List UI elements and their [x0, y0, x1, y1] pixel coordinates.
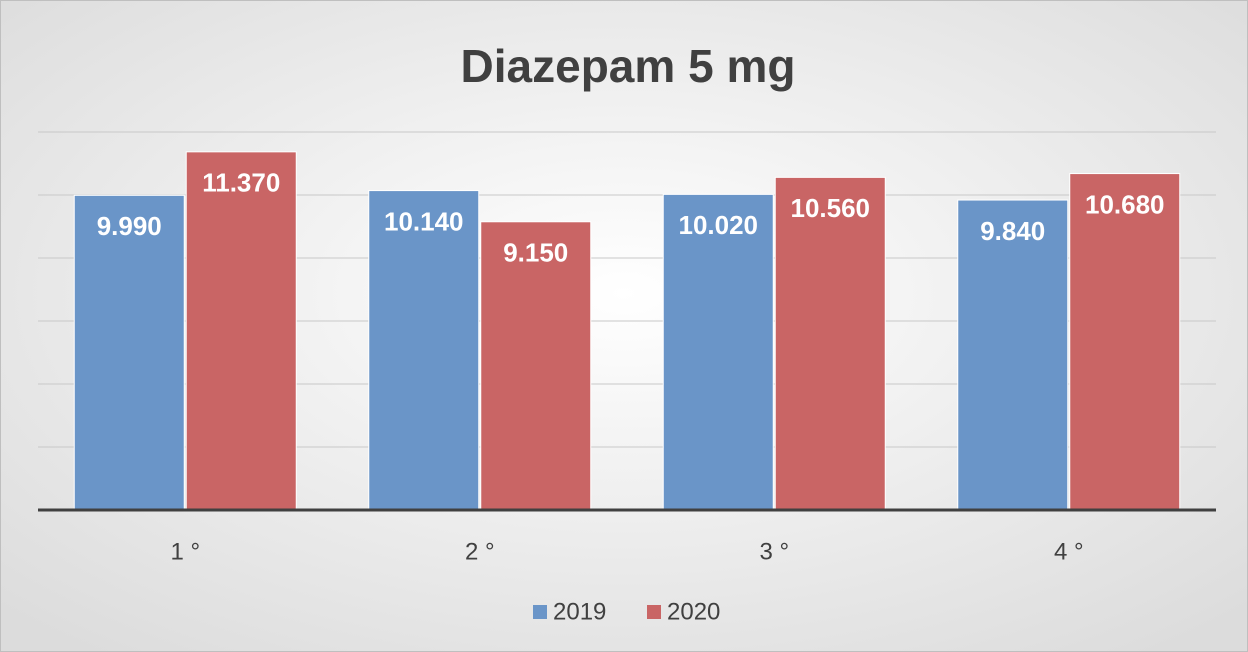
data-label: 9.840 — [980, 216, 1045, 246]
bar — [480, 221, 592, 511]
bar — [662, 193, 774, 511]
bar — [368, 190, 480, 511]
legend-label: 2019 — [553, 598, 606, 625]
data-label: 11.370 — [202, 168, 280, 198]
bar — [1069, 173, 1181, 511]
data-label: 10.020 — [678, 210, 758, 240]
data-label: 9.990 — [97, 211, 162, 241]
legend-swatch — [647, 605, 661, 619]
bar — [957, 199, 1069, 511]
legend-swatch — [533, 605, 547, 619]
x-tick-label: 2 ° — [465, 538, 495, 565]
x-tick-label: 3 ° — [759, 538, 789, 565]
data-label: 10.140 — [384, 206, 464, 236]
chart-title: Diazepam 5 mg — [461, 40, 796, 92]
data-label: 10.560 — [790, 193, 870, 223]
bar — [73, 194, 185, 511]
bar — [774, 176, 886, 511]
bar — [185, 151, 297, 511]
data-label: 10.680 — [1085, 189, 1165, 219]
legend-label: 2020 — [667, 598, 720, 625]
data-label: 9.150 — [503, 238, 568, 268]
x-tick-label: 1 ° — [170, 538, 200, 565]
x-tick-label: 4 ° — [1054, 538, 1084, 565]
